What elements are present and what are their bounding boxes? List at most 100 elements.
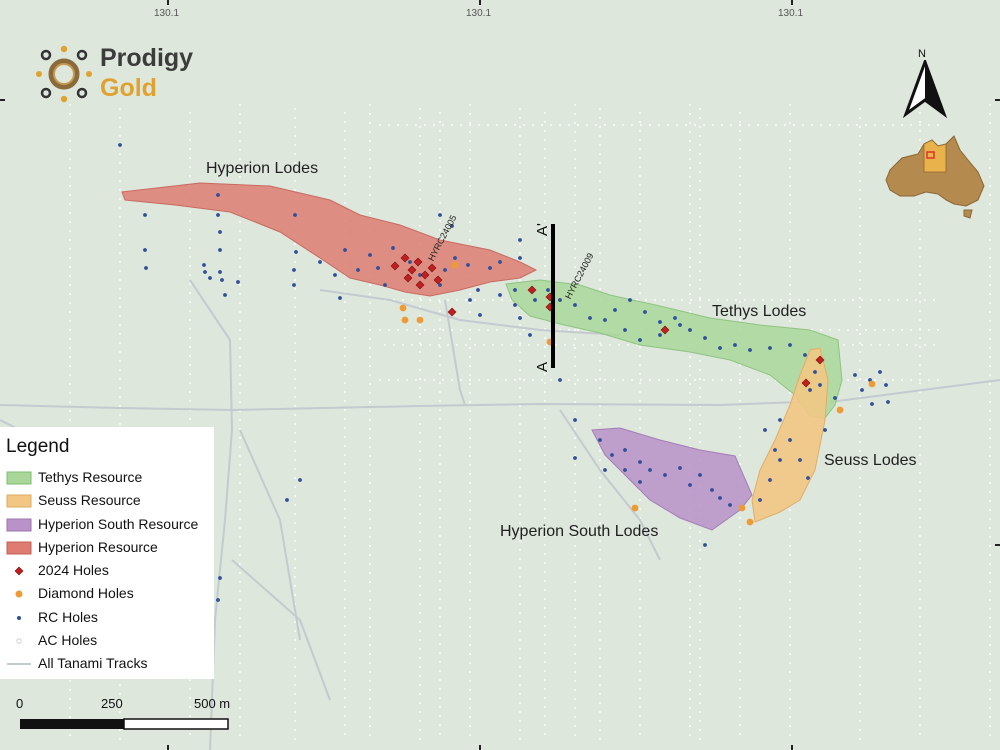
ac-hole — [450, 328, 454, 332]
rc-hole — [768, 478, 772, 482]
rc-hole — [623, 448, 627, 452]
ac-hole — [988, 391, 992, 395]
ac-hole — [909, 123, 913, 127]
ac-hole — [858, 566, 862, 570]
ac-hole — [666, 123, 670, 127]
ac-hole — [638, 588, 642, 592]
ac-hole — [438, 579, 442, 583]
ac-hole — [543, 471, 547, 475]
ac-hole — [518, 620, 522, 624]
ac-hole — [118, 224, 122, 228]
ac-hole — [738, 417, 742, 421]
ac-hole — [343, 678, 347, 682]
ac-hole — [387, 123, 391, 127]
ac-holes-layer — [68, 103, 992, 741]
rc-hole — [294, 250, 298, 254]
ac-hole — [918, 561, 922, 565]
ac-hole — [738, 273, 742, 277]
ac-hole — [543, 183, 547, 187]
ac-hole — [738, 615, 742, 619]
ac-hole — [788, 544, 792, 548]
ac-hole — [598, 710, 602, 714]
ac-hole — [598, 593, 602, 597]
ac-hole — [688, 184, 692, 188]
ac-hole — [573, 265, 577, 269]
ac-hole — [858, 494, 862, 498]
ac-hole — [988, 508, 992, 512]
ac-hole — [293, 449, 297, 453]
ac-hole — [598, 377, 602, 381]
ac-hole — [598, 170, 602, 174]
ac-hole — [368, 409, 372, 413]
ac-hole — [858, 683, 862, 687]
ac-hole — [518, 431, 522, 435]
ac-hole — [851, 343, 855, 347]
hyperion-resource-polygon[interactable] — [121, 182, 538, 297]
ac-hole — [698, 107, 702, 111]
track — [444, 299, 466, 406]
ac-hole — [918, 282, 922, 286]
ac-hole — [573, 256, 577, 260]
ac-hole — [343, 300, 347, 304]
ac-hole — [788, 112, 792, 116]
ac-hole — [918, 615, 922, 619]
hole-2024 — [815, 355, 825, 365]
legend-swatch — [6, 471, 32, 485]
ac-hole — [543, 687, 547, 691]
ac-hole — [918, 138, 922, 142]
ac-hole — [918, 120, 922, 124]
ac-hole — [438, 309, 442, 313]
rc-hole — [488, 266, 492, 270]
ac-hole — [188, 228, 192, 232]
tethys-resource-polygon[interactable] — [505, 279, 843, 419]
rc-hole — [768, 346, 772, 350]
ac-hole — [909, 378, 913, 382]
ac-hole — [988, 301, 992, 305]
legend-item-label: 2024 Holes — [38, 562, 109, 578]
ac-hole — [988, 103, 992, 107]
ac-hole — [846, 328, 850, 332]
legend-item-tethys: Tethys Resource — [6, 468, 214, 488]
ac-hole — [788, 634, 792, 638]
ac-hole — [639, 378, 643, 382]
ac-hole — [698, 692, 702, 696]
ac-hole — [680, 298, 684, 302]
ac-hole — [738, 282, 742, 286]
ac-hole — [738, 651, 742, 655]
ac-hole — [293, 728, 297, 732]
hyperion-south-resource-polygon[interactable] — [591, 427, 753, 531]
diamond-hole — [451, 261, 459, 269]
ac-hole — [543, 219, 547, 223]
ac-hole — [573, 427, 577, 431]
ac-hole — [918, 543, 922, 547]
rc-hole — [533, 298, 537, 302]
ac-hole — [927, 123, 931, 127]
ac-hole — [438, 588, 442, 592]
ac-hole — [518, 161, 522, 165]
ac-hole — [598, 215, 602, 219]
ac-hole — [68, 328, 72, 332]
ac-hole — [788, 292, 792, 296]
ac-hole — [918, 669, 922, 673]
ac-hole — [788, 715, 792, 719]
ac-hole — [468, 418, 472, 422]
ac-hole — [918, 696, 922, 700]
ac-hole — [918, 597, 922, 601]
ac-hole — [438, 219, 442, 223]
ac-hole — [573, 724, 577, 728]
ac-hole — [688, 733, 692, 737]
ac-hole — [543, 246, 547, 250]
ac-hole — [573, 517, 577, 521]
ac-hole — [858, 215, 862, 219]
rc-hole — [588, 316, 592, 320]
legend-swatch — [6, 494, 32, 508]
ac-hole — [738, 255, 742, 259]
ac-hole — [988, 499, 992, 503]
ac-hole — [343, 336, 347, 340]
ac-hole — [518, 557, 522, 561]
ac-hole — [368, 373, 372, 377]
ac-hole — [858, 323, 862, 327]
ac-hole — [238, 319, 242, 323]
ac-hole — [518, 413, 522, 417]
ac-hole — [688, 382, 692, 386]
